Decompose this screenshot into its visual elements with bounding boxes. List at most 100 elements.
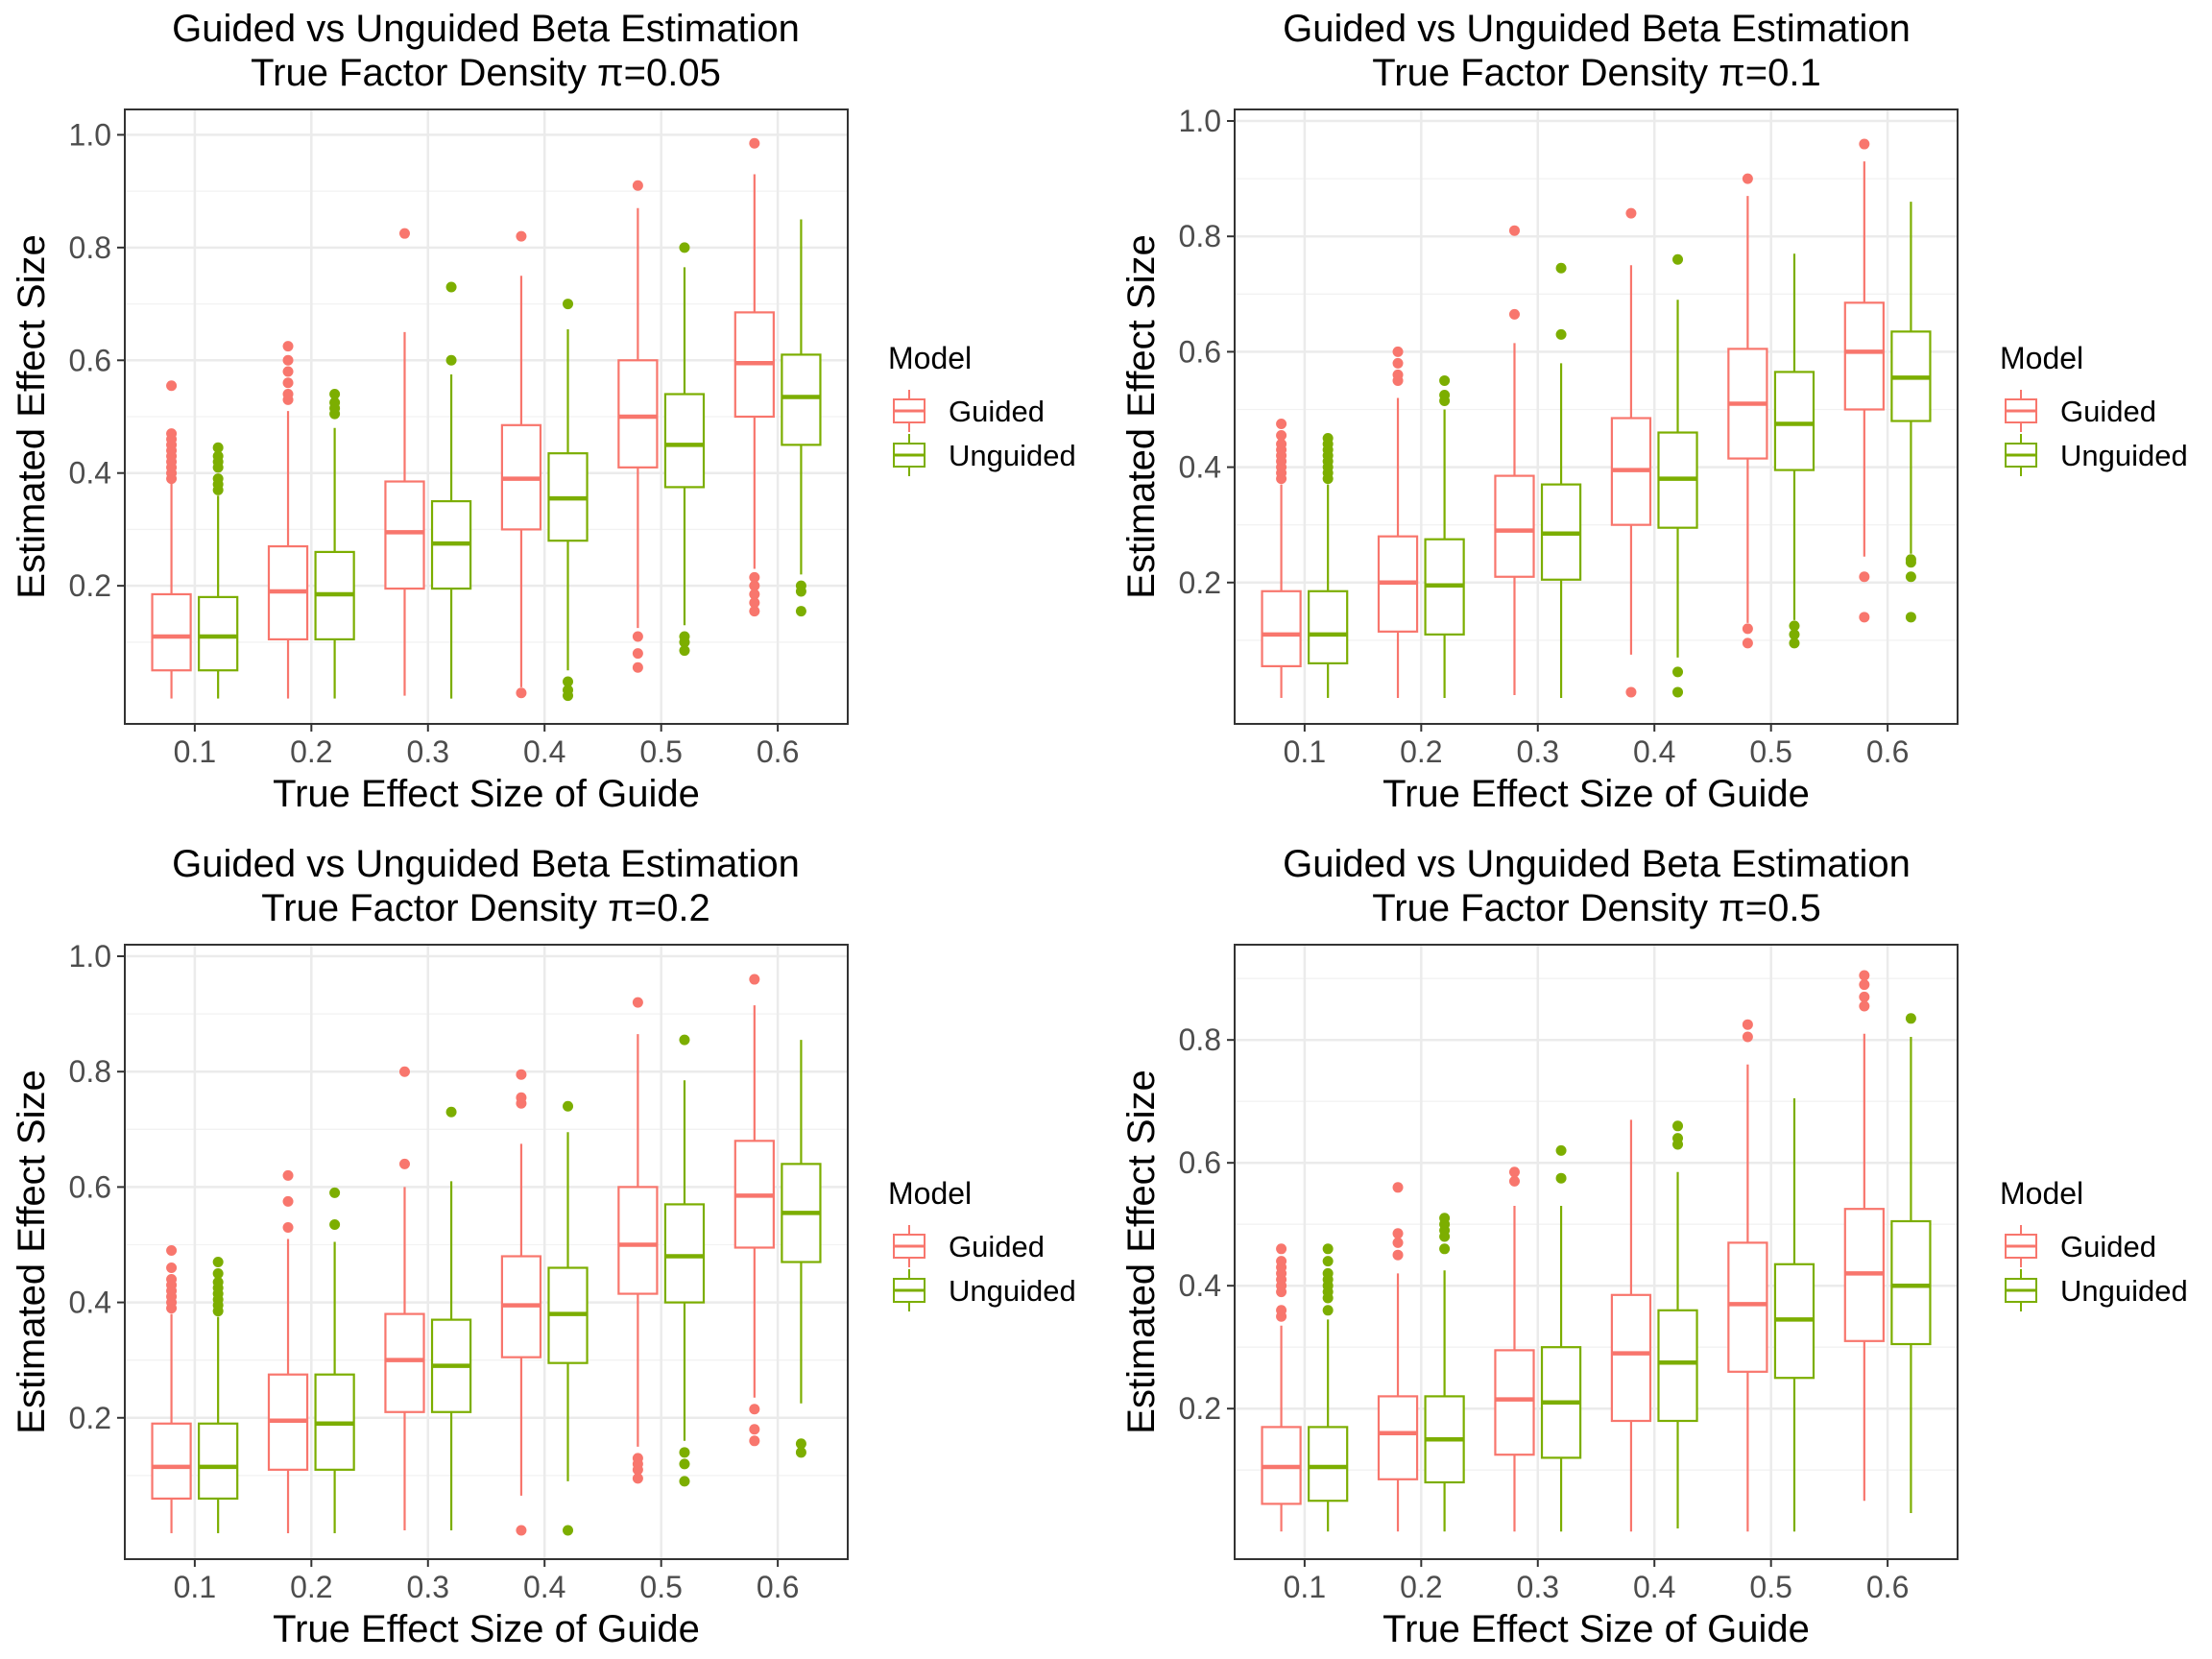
box-iqr xyxy=(198,595,239,672)
y-tick-label: 1.0 xyxy=(69,939,111,974)
y-tick-label: 0.6 xyxy=(1179,1145,1221,1180)
x-tick-label: 0.2 xyxy=(290,734,332,769)
outlier-point xyxy=(1322,433,1334,445)
box-iqr xyxy=(1308,589,1349,665)
chart-subtitle: True Factor Density π=0.2 xyxy=(261,887,709,929)
box-unguided-0.4 xyxy=(547,299,589,702)
x-axis-title: True Effect Size of Guide xyxy=(273,773,700,815)
outlier-point xyxy=(632,1453,643,1464)
outlier-point xyxy=(1439,1213,1451,1224)
outlier-point xyxy=(632,180,643,191)
legend: Model Guided Unguided xyxy=(888,341,1076,476)
outlier-point xyxy=(1276,1256,1287,1267)
y-tick-label: 0.6 xyxy=(1179,334,1221,369)
outlier-point xyxy=(1905,612,1916,623)
x-tick-label: 0.4 xyxy=(1633,734,1675,769)
legend-title: Model xyxy=(2000,1176,2083,1211)
outlier-point xyxy=(1789,629,1800,640)
outlier-point xyxy=(632,648,643,660)
chart-title: Guided vs Unguided Beta Estimation xyxy=(1283,843,1911,885)
outlier-point xyxy=(516,1092,527,1103)
box-unguided-0.3 xyxy=(430,281,472,699)
outlier-point xyxy=(282,1221,294,1233)
outlier-point xyxy=(749,606,760,617)
outlier-point xyxy=(282,1195,294,1207)
box-guided-0.4 xyxy=(500,1069,542,1536)
box-unguided-0.6 xyxy=(1890,202,1932,623)
box-guided-0.6 xyxy=(1843,970,1885,1502)
y-tick-label: 0.2 xyxy=(69,568,111,603)
outlier-point xyxy=(166,380,178,392)
x-tick-label: 0.1 xyxy=(1284,734,1326,769)
chart-subtitle: True Factor Density π=0.1 xyxy=(1372,52,1820,94)
outlier-point xyxy=(1276,430,1287,442)
outlier-point xyxy=(563,299,574,310)
y-tick-label: 0.4 xyxy=(1179,1268,1221,1303)
outlier-point xyxy=(679,1034,690,1046)
box-iqr xyxy=(1727,1241,1768,1373)
outlier-point xyxy=(749,137,760,149)
box-guided-0.2 xyxy=(1377,346,1419,698)
outlier-point xyxy=(1392,346,1404,357)
outlier-point xyxy=(1859,571,1870,583)
box-iqr xyxy=(663,393,706,489)
legend-label: Guided xyxy=(949,1230,1045,1263)
box-unguided-0.1 xyxy=(198,1257,239,1533)
x-axis-title: True Effect Size of Guide xyxy=(273,1608,700,1650)
outlier-point xyxy=(166,1274,178,1286)
box-unguided-0.4 xyxy=(1657,253,1698,698)
box-guided-0.1 xyxy=(1261,419,1302,698)
box-guided-0.1 xyxy=(151,380,192,699)
y-tick-label: 1.0 xyxy=(69,117,111,152)
box-guided-0.5 xyxy=(617,997,659,1484)
legend-key-unguided xyxy=(893,434,926,476)
x-tick-label: 0.6 xyxy=(1866,1570,1909,1604)
y-tick-label: 0.8 xyxy=(1179,1022,1221,1057)
legend-key-guided xyxy=(2005,390,2037,432)
box-unguided-0.6 xyxy=(1890,1013,1932,1513)
box-iqr xyxy=(1377,1395,1419,1480)
legend-label: Unguided xyxy=(2060,439,2188,472)
outlier-point xyxy=(795,1438,806,1450)
box-iqr xyxy=(151,592,192,672)
box-unguided-0.2 xyxy=(1424,1213,1465,1532)
box-unguided-0.6 xyxy=(781,1040,822,1458)
outlier-point xyxy=(398,1066,410,1077)
outlier-point xyxy=(1392,1237,1404,1248)
box-guided-0.4 xyxy=(1610,1119,1652,1532)
box-guided-0.4 xyxy=(500,230,542,699)
y-axis-title: Estimated Effect Size xyxy=(11,234,53,598)
outlier-point xyxy=(1742,623,1753,635)
chart-title: Guided vs Unguided Beta Estimation xyxy=(172,843,800,885)
x-tick-label: 0.3 xyxy=(407,1570,449,1604)
outlier-point xyxy=(1439,1243,1451,1255)
y-tick-label: 0.6 xyxy=(69,1169,111,1204)
y-tick-label: 0.2 xyxy=(69,1401,111,1435)
x-tick-label: 0.1 xyxy=(1284,1570,1326,1604)
outlier-point xyxy=(1392,1249,1404,1261)
outlier-point xyxy=(398,1158,410,1169)
outlier-point xyxy=(1625,207,1637,219)
outlier-point xyxy=(212,450,224,462)
outlier-point xyxy=(329,1218,341,1230)
outlier-point xyxy=(212,473,224,485)
outlier-point xyxy=(1789,637,1800,649)
outlier-point xyxy=(1276,1243,1287,1255)
y-tick-label: 0.4 xyxy=(69,1286,111,1320)
box-unguided-0.3 xyxy=(430,1106,472,1530)
panel-border xyxy=(124,944,849,1560)
outlier-point xyxy=(1742,637,1753,649)
box-unguided-0.2 xyxy=(1424,374,1465,698)
outlier-point xyxy=(1672,253,1684,265)
outlier-point xyxy=(1555,1172,1567,1184)
box-iqr xyxy=(1890,1219,1932,1346)
x-tick-label: 0.6 xyxy=(757,1570,799,1604)
box-guided-0.3 xyxy=(384,1066,425,1530)
box-guided-0.1 xyxy=(151,1244,192,1533)
outlier-point xyxy=(1789,620,1800,632)
legend-title: Model xyxy=(888,341,972,375)
outlier-point xyxy=(749,597,760,609)
outlier-point xyxy=(282,354,294,366)
outlier-point xyxy=(1555,262,1567,274)
